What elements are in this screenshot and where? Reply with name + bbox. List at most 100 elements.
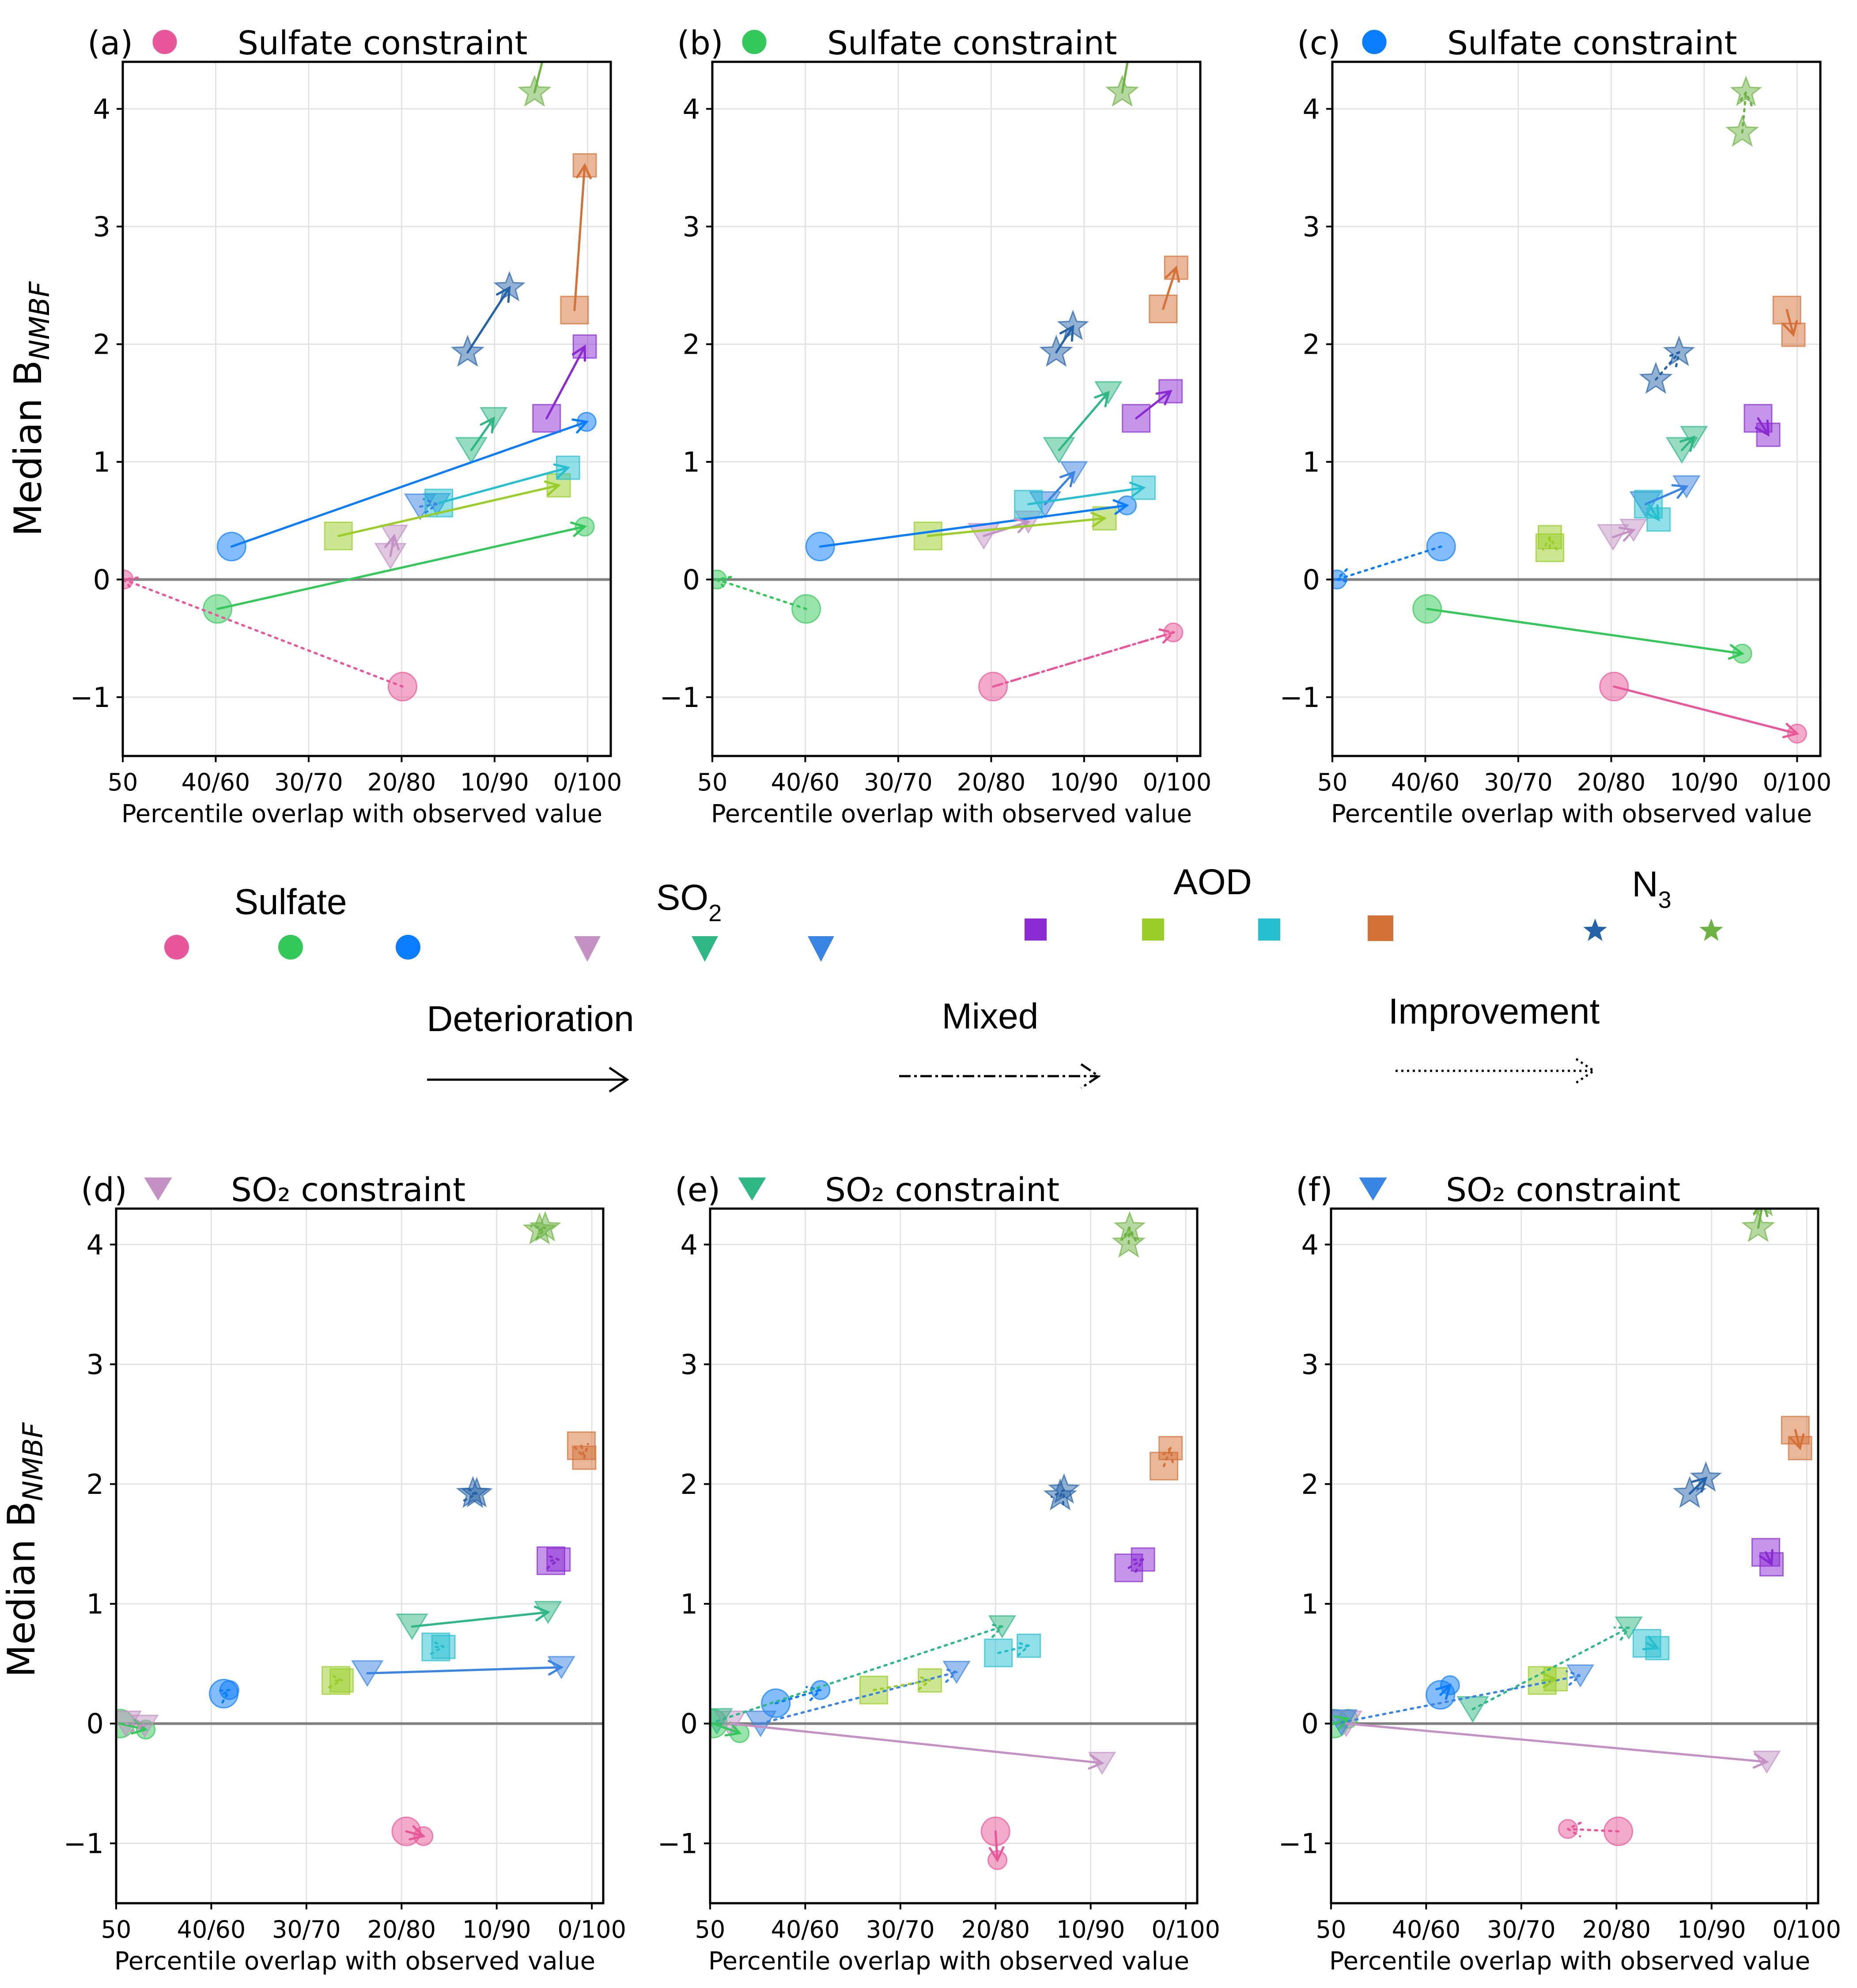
- arrow-so2_2: [470, 416, 495, 451]
- x-tick-label: 30/70: [1487, 1916, 1556, 1943]
- x-tick-label: 50: [1316, 1916, 1346, 1943]
- data-marks: [116, 1211, 597, 1846]
- grid: [115, 1209, 603, 1903]
- panel-label: (e): [675, 1171, 720, 1209]
- arrow-so2_2: [1058, 390, 1110, 451]
- arrow-aod_3: [430, 1639, 446, 1655]
- x-tick-label: 40/60: [177, 1916, 246, 1943]
- y-axis-label: Median BNMBF: [0, 1422, 49, 1678]
- legend-arrow-dotted: [1396, 1058, 1596, 1084]
- arrow-n3_2: [1753, 1209, 1769, 1229]
- x-tick-label: 30/70: [1484, 768, 1553, 796]
- x-tick-label: 50: [1317, 768, 1348, 796]
- y-tick-label: 1: [93, 446, 110, 478]
- arrow-aod_1: [545, 344, 586, 420]
- y-tick-label: 0: [93, 563, 110, 596]
- arrow-sulfate_1: [988, 1830, 1005, 1863]
- arrow-aod_4: [1159, 1446, 1174, 1467]
- panel-d: 50 40/60 30/70 20/80 10/90 0/100 −1 0 1 2 3 4 Percen…: [0, 1171, 626, 1976]
- x-axis-label: Percentile overlap with observed value: [1329, 1947, 1810, 1976]
- y-tick-label: 0: [683, 563, 700, 596]
- arrow-aod_3: [1645, 503, 1660, 522]
- panel-a: 50 40/60 30/70 20/80 10/90 0/100 −1 0 1 2 3 4 Percen…: [6, 24, 622, 828]
- x-axis-label: Percentile overlap with observed value: [114, 1947, 595, 1976]
- y-tick-label: −1: [658, 1827, 698, 1859]
- x-tick-label: 0/100: [1763, 768, 1832, 796]
- arrow-sulfate_2: [711, 1721, 742, 1737]
- arrow-aod_4: [1782, 309, 1798, 337]
- x-tick-label: 10/90: [1056, 1916, 1125, 1943]
- y-tick-label: 2: [683, 328, 700, 360]
- x-tick-label: 10/90: [1050, 768, 1119, 796]
- arrow-aod_2: [1541, 1672, 1558, 1689]
- x-tick-label: 30/70: [274, 768, 343, 796]
- y-tick-label: 3: [1301, 1349, 1319, 1381]
- arrow-n3_1: [1654, 351, 1681, 381]
- arrow-n3_2: [1121, 1225, 1137, 1245]
- x-tick-label: 40/60: [1392, 1916, 1461, 1943]
- arrow-aod_2: [328, 1672, 344, 1689]
- arrow-aod_3: [438, 463, 571, 504]
- title-marker-icon: [1359, 1177, 1387, 1201]
- x-axis-label: Percentile overlap with observed value: [708, 1947, 1189, 1976]
- legend-marker-so2_3: [808, 936, 834, 962]
- y-tick-label: 0: [1301, 1708, 1319, 1740]
- legend-group-label-n3: N3: [1632, 864, 1671, 913]
- data-marks: [1332, 76, 1807, 744]
- arrow-n3_1: [463, 1485, 479, 1502]
- marker-after-n3_2: [1116, 29, 1145, 57]
- title-marker-icon: [742, 30, 767, 54]
- x-axis-label: Percentile overlap with observed value: [121, 800, 602, 828]
- x-tick-label: 10/90: [460, 768, 529, 796]
- y-tick-label: −1: [660, 681, 700, 714]
- y-tick-label: 4: [1303, 93, 1320, 125]
- arrow-sulfate_3: [214, 1689, 231, 1704]
- arrow-aod_4: [573, 1443, 589, 1460]
- arrow-so2_2: [411, 1606, 551, 1628]
- arrow-sulfate_2: [715, 576, 808, 610]
- y-tick-label: 0: [681, 1708, 698, 1740]
- x-tick-label: 50: [108, 768, 138, 796]
- legend-group-label-aod: AOD: [1173, 862, 1252, 902]
- y-tick-label: 2: [681, 1468, 698, 1500]
- legend-marker-sulfate_1: [164, 935, 189, 960]
- x-tick-label: 30/70: [866, 1916, 935, 1943]
- arrow-so2_3: [366, 1659, 564, 1676]
- arrow-aod_1: [1755, 417, 1770, 437]
- arrow-so2_1: [1612, 526, 1636, 542]
- title-marker-icon: [144, 1177, 172, 1201]
- y-tick-label: 2: [1303, 328, 1320, 360]
- y-tick-label: 3: [93, 211, 110, 243]
- axes-frame: [121, 60, 612, 757]
- marker-after-n3_1: [1663, 335, 1695, 367]
- y-tick-label: 0: [87, 1708, 104, 1740]
- arrow-so2_1: [125, 1716, 147, 1732]
- data-marks: [712, 29, 1188, 702]
- y-tick-label: 3: [1303, 211, 1320, 243]
- x-tick-label: 50: [101, 1916, 132, 1943]
- y-tick-label: −1: [1280, 681, 1320, 714]
- x-tick-label: 20/80: [367, 768, 436, 796]
- x-tick-label: 10/90: [462, 1916, 531, 1943]
- y-tick-label: 4: [93, 93, 110, 125]
- panel-title: Sulfate constraint: [827, 24, 1117, 62]
- panel-label: (d): [81, 1171, 127, 1209]
- marker-after-n3_2: [529, 1211, 561, 1242]
- arrow-sulfate_1: [1566, 1822, 1620, 1838]
- arrow-aod_3: [997, 1640, 1031, 1656]
- legend-group-label-so2: SO2: [656, 877, 722, 926]
- x-tick-label: 30/70: [272, 1916, 341, 1943]
- arrow-sulfate_3: [819, 499, 1129, 548]
- marker-after-n3_2: [532, 29, 561, 57]
- marker-before-aod_1: [532, 404, 561, 433]
- x-tick-label: 40/60: [771, 768, 840, 796]
- marker-after-n3_1: [461, 1477, 493, 1508]
- arrow-so2_3: [1644, 484, 1689, 506]
- arrow-aod_3: [1027, 481, 1146, 506]
- arrow-aod_2: [927, 511, 1107, 537]
- panel-f: 50 40/60 30/70 20/80 10/90 0/100 −1 0 1 2 3 4 Percen…: [1278, 1171, 1841, 1976]
- arrow-n3_1: [1050, 1488, 1066, 1505]
- arrow-n3_2: [533, 62, 544, 94]
- arrow-so2_3: [1044, 471, 1076, 506]
- arrow-sulfate_2: [1332, 1715, 1350, 1731]
